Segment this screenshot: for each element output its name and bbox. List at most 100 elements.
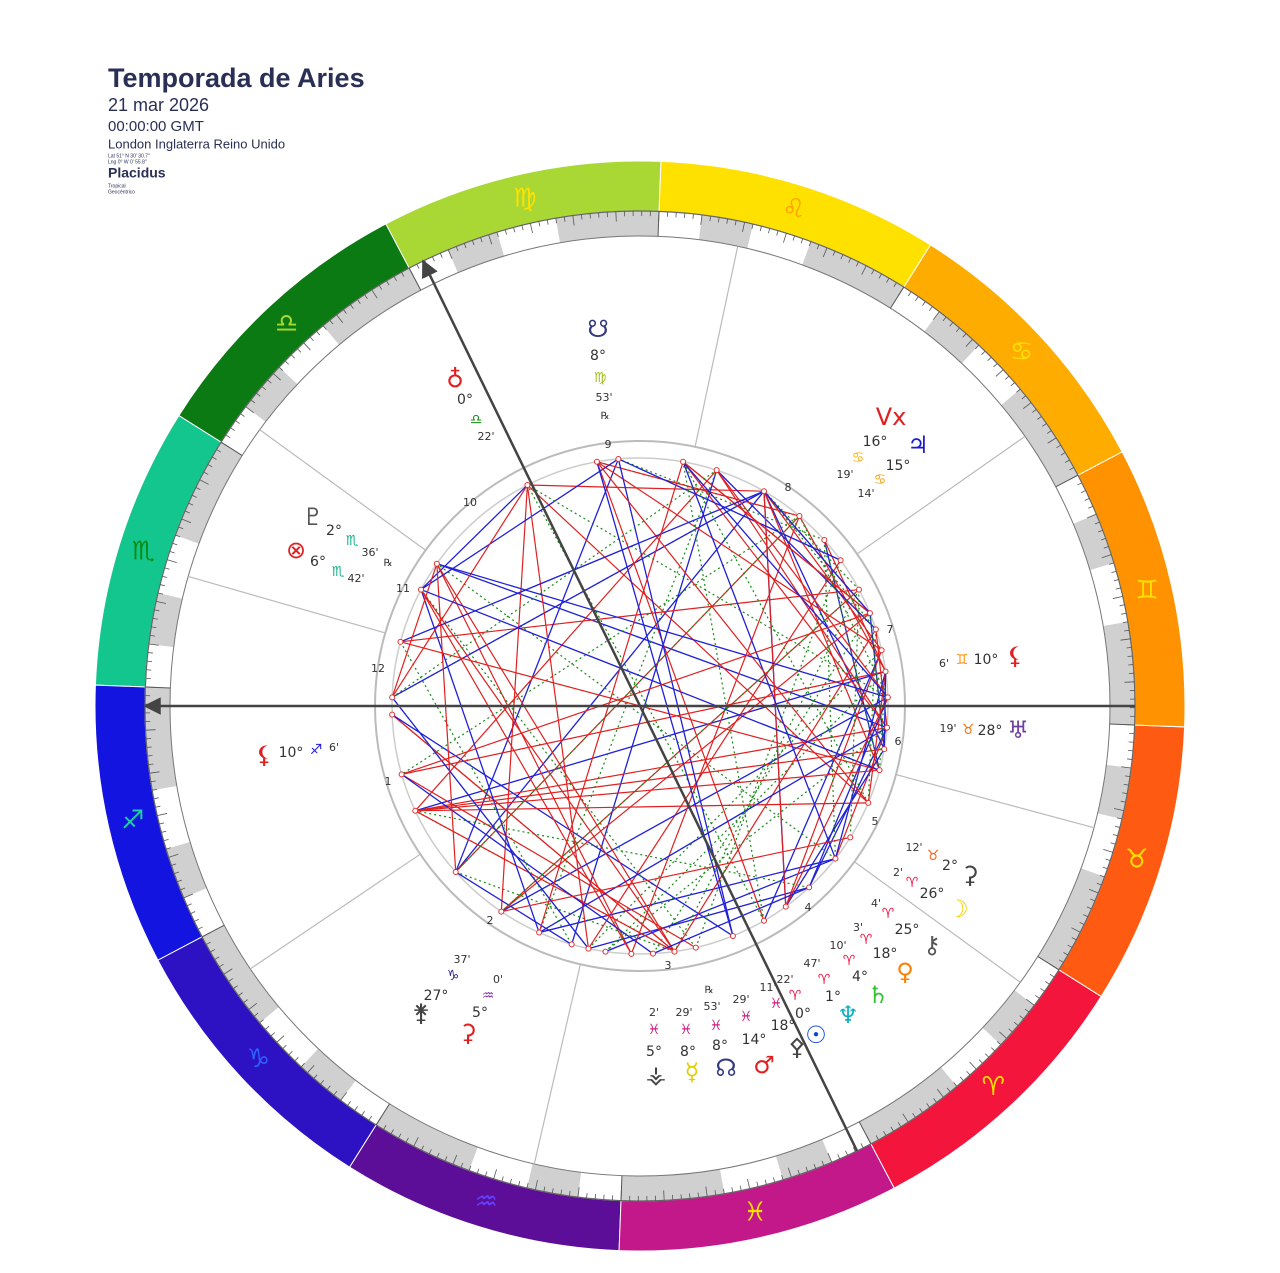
degree-tick — [1122, 792, 1128, 795]
aspect-line — [716, 469, 877, 630]
degree-tick — [563, 216, 566, 222]
body-glyph: ♄ — [867, 981, 889, 1009]
degree-tick — [1113, 808, 1124, 811]
term-segment — [323, 268, 421, 345]
degree-tick — [238, 992, 243, 996]
degree-tick — [1103, 546, 1109, 549]
degree-tick — [1102, 866, 1108, 870]
degree-tick — [428, 1149, 432, 1155]
degree-tick — [768, 228, 771, 234]
degree-tick — [333, 1090, 338, 1096]
degree-tick — [1121, 612, 1127, 615]
aspect-line — [401, 670, 886, 775]
house-number: 6 — [895, 735, 902, 748]
degree-tick — [290, 354, 296, 359]
degree-tick — [488, 234, 493, 245]
body-minutes: 11' — [759, 981, 776, 994]
body: ⚴18° ♓ 11' — [759, 981, 805, 1061]
body-retro: ℞ — [384, 558, 393, 569]
body-degree: 8° — [590, 348, 606, 364]
degree-tick — [855, 261, 859, 267]
degree-tick — [987, 356, 992, 362]
term-segment — [775, 1139, 832, 1180]
degree-tick — [194, 918, 200, 922]
degree-tick — [225, 434, 231, 439]
aspect-node — [615, 455, 622, 462]
aspect-line — [400, 588, 860, 643]
aspect-line — [588, 886, 810, 950]
degree-tick — [159, 822, 165, 825]
degree-tick — [219, 963, 224, 968]
body-glyph: ⚵ — [412, 999, 430, 1027]
degree-tick — [336, 314, 344, 324]
degree-tick — [1032, 409, 1037, 413]
degree-tick — [413, 1137, 419, 1147]
degree-tick — [228, 978, 234, 982]
degree-tick — [995, 369, 1004, 377]
degree-tick — [154, 609, 160, 612]
aspect-node — [782, 903, 789, 910]
aspect-line — [436, 563, 676, 952]
aspect-line — [785, 748, 885, 907]
house-cusp — [533, 964, 581, 1165]
degree-tick — [781, 1174, 784, 1180]
degree-tick — [1024, 1008, 1030, 1013]
degree-tick — [326, 1085, 331, 1090]
degree-tick — [169, 551, 175, 554]
degree-tick — [893, 282, 897, 288]
degree-tick — [175, 534, 181, 538]
body-minutes: 47' — [803, 957, 820, 970]
degree-tick — [1105, 858, 1111, 861]
degree-tick — [206, 941, 211, 945]
body: ☉0° ♈ 22' — [776, 973, 826, 1049]
degree-tick — [504, 229, 507, 235]
aspect-line — [878, 671, 887, 771]
body-glyph: ♁ — [446, 365, 464, 393]
aspect-line — [391, 563, 438, 698]
degree-tick — [230, 427, 235, 431]
degree-tick — [1022, 402, 1032, 410]
degree-tick — [460, 1162, 464, 1168]
degree-tick — [294, 1057, 299, 1062]
degree-tick — [991, 1047, 996, 1052]
degree-tick — [969, 1061, 977, 1070]
body: ♄4°♈10' — [829, 939, 888, 1009]
aspect-line — [883, 671, 887, 750]
degree-tick — [186, 903, 192, 907]
sign-divider — [1037, 956, 1060, 971]
degree-tick — [813, 1163, 817, 1169]
degree-tick — [282, 1044, 287, 1049]
degree-tick — [717, 217, 720, 223]
degree-tick — [471, 240, 475, 246]
body-degree: 8° — [680, 1044, 696, 1060]
aspect-node — [796, 513, 803, 520]
body-degree: 26° — [920, 886, 945, 902]
degree-tick — [432, 256, 435, 262]
degree-tick — [167, 559, 177, 563]
degree-tick — [933, 1098, 937, 1103]
body: ♃15°♋14' — [857, 431, 928, 500]
degree-tick — [261, 386, 266, 391]
aspect-node — [837, 557, 844, 564]
degree-tick — [1096, 882, 1102, 886]
aspect-line — [527, 484, 869, 804]
house-cusp — [188, 575, 386, 634]
body-degree: 0° — [795, 1006, 811, 1022]
degree-tick — [546, 219, 549, 225]
sign-divider — [375, 1103, 390, 1126]
aspect-node — [680, 458, 687, 465]
body-sign: ♉ — [927, 848, 940, 864]
body-retro: ℞ — [601, 411, 610, 422]
axis-line — [421, 259, 859, 1152]
aspect-node — [397, 638, 404, 645]
body-minutes: 12' — [905, 841, 922, 854]
term-segment — [1001, 389, 1078, 487]
body-degree: 6° — [310, 554, 326, 570]
header: Temporada de Aries 21 mar 2026 00:00:00 … — [108, 63, 365, 195]
aspect-node — [713, 467, 720, 474]
degree-tick — [1103, 849, 1113, 853]
body-degree: 25° — [895, 922, 920, 938]
body-degree: 18° — [771, 1018, 796, 1034]
degree-tick — [871, 269, 875, 275]
degree-tick — [485, 1171, 488, 1177]
